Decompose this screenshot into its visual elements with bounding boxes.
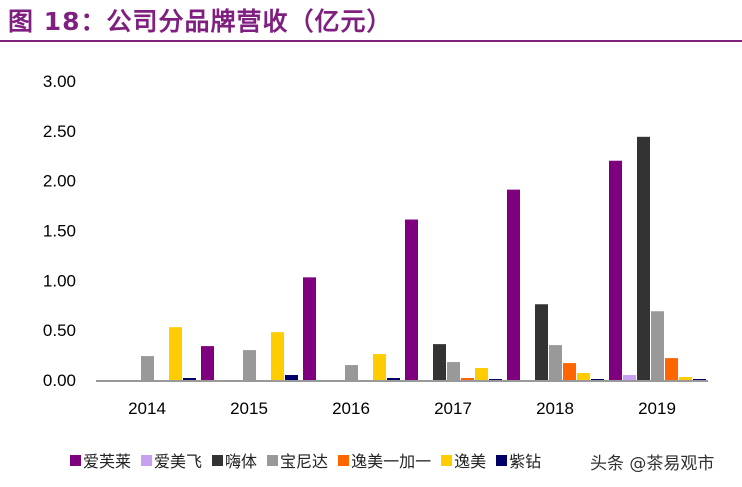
bar-2-3 (345, 365, 358, 380)
y-tick-label: 3.00 (43, 72, 76, 91)
bar-4-5 (577, 373, 590, 380)
legend-swatch (267, 454, 279, 466)
legend-label: 爱芙莱 (83, 452, 132, 471)
x-tick-label: 2015 (230, 399, 268, 418)
bar-2-0 (303, 277, 316, 380)
legend: 爱芙莱 爱美飞 嗨体 宝尼达 逸美一加一 逸美 紫钻 (70, 448, 541, 472)
bar-3-5 (475, 368, 488, 380)
bar-5-5 (679, 377, 692, 380)
y-tick-label: 1.00 (43, 271, 76, 290)
watermark: 头条 @茶易观市 (590, 454, 715, 474)
bar-4-4 (563, 363, 576, 380)
title-rule (0, 40, 742, 42)
legend-swatch (496, 454, 508, 466)
y-tick-label: 0.50 (43, 321, 76, 340)
bar-1-5 (271, 332, 284, 380)
x-tick-label: 2017 (434, 399, 472, 418)
bar-5-4 (665, 358, 678, 380)
bar-3-3 (447, 362, 460, 380)
x-tick-label: 2014 (128, 399, 166, 418)
chart-title: 图 18：公司分品牌营收（亿元） (8, 7, 393, 36)
y-tick-label: 2.50 (43, 122, 76, 141)
bar-0-3 (141, 356, 154, 380)
bar-4-0 (507, 189, 520, 380)
y-tick-label: 1.50 (43, 222, 76, 241)
legend-label: 紫钻 (509, 452, 542, 471)
legend-item: 嗨体 (212, 448, 257, 472)
x-tick-label: 2019 (638, 399, 676, 418)
legend-label: 宝尼达 (280, 452, 329, 471)
bar-0-5 (169, 327, 182, 380)
bar-3-6 (489, 379, 502, 380)
bar-1-3 (243, 350, 256, 380)
legend-swatch (141, 454, 153, 466)
legend-item: 逸美一加一 (338, 448, 431, 472)
bar-2-6 (387, 378, 400, 380)
legend-label: 逸美 (454, 452, 487, 471)
bar-4-3 (549, 345, 562, 380)
bar-5-0 (609, 160, 622, 380)
bar-5-3 (651, 311, 664, 380)
legend-label: 爱美飞 (154, 452, 203, 471)
legend-swatch (212, 454, 224, 466)
legend-swatch (338, 454, 350, 466)
bar-0-6 (183, 378, 196, 380)
bar-2-5 (373, 354, 386, 380)
bar-5-1 (623, 375, 636, 380)
x-tick-label: 2016 (332, 399, 370, 418)
legend-item: 逸美 (441, 448, 486, 472)
legend-swatch (70, 454, 81, 466)
legend-label: 逸美一加一 (351, 452, 432, 471)
legend-item: 紫钻 (496, 448, 541, 472)
legend-item: 爱美飞 (141, 448, 202, 472)
bar-chart: 0.00 0.50 1.00 1.50 2.00 2.50 3.00 2014 2015 2016… (43, 72, 708, 418)
legend-label: 嗨体 (225, 452, 258, 471)
bar-5-2 (637, 136, 650, 380)
bar-3-2 (433, 344, 446, 380)
legend-item: 宝尼达 (267, 448, 328, 472)
x-tick-label: 2018 (536, 399, 574, 418)
y-tick-label: 0.00 (43, 371, 76, 390)
bar-1-6 (285, 375, 298, 380)
bar-5-6 (693, 379, 706, 380)
bar-4-2 (535, 304, 548, 380)
bar-3-4 (461, 378, 474, 380)
bar-4-6 (591, 379, 604, 380)
bar-3-0 (405, 219, 418, 380)
y-tick-label: 2.00 (43, 172, 76, 191)
legend-swatch (441, 454, 453, 466)
legend-item: 爱芙莱 (70, 448, 131, 472)
bar-1-0 (201, 346, 214, 380)
